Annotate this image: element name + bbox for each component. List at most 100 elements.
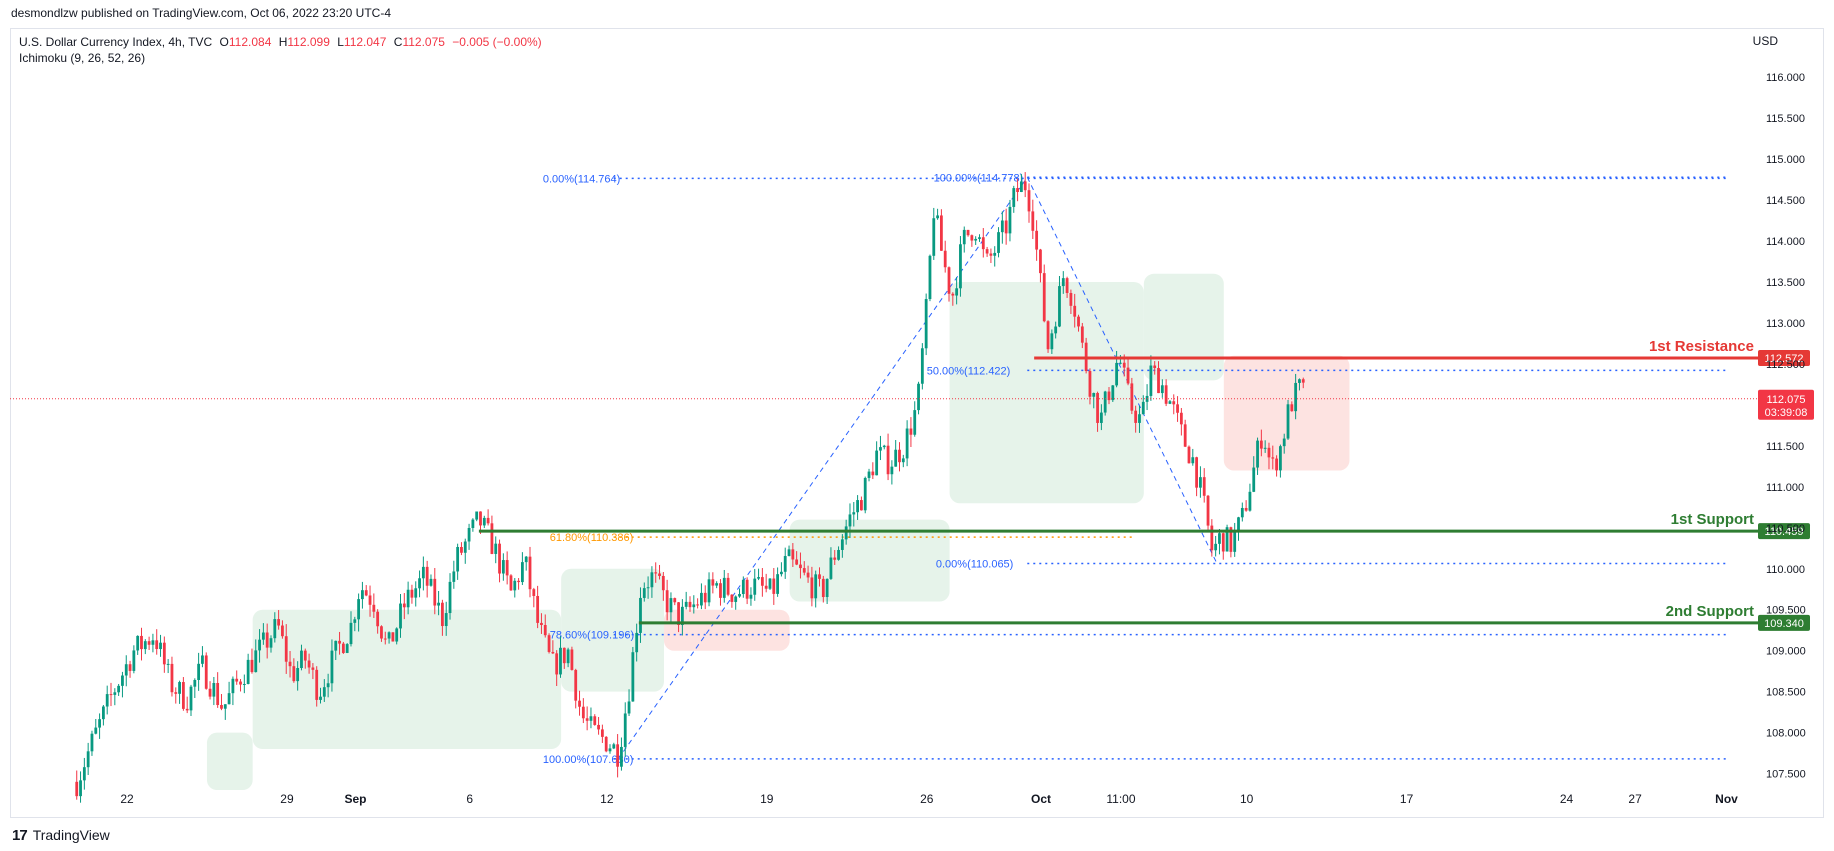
candle: [1225, 524, 1229, 552]
candle-body: [1164, 385, 1168, 404]
publisher-line: desmondlzw published on TradingView.com,…: [11, 6, 391, 20]
candle-body: [604, 736, 608, 752]
candle-body: [882, 445, 886, 448]
candle: [901, 454, 905, 468]
candle: [1107, 387, 1111, 405]
candle: [288, 651, 292, 678]
candle: [680, 599, 684, 636]
candle-body: [974, 238, 978, 241]
time-tick-label: 22: [120, 792, 134, 806]
candle: [1248, 483, 1252, 512]
candle-body: [1138, 414, 1141, 423]
level-label[interactable]: 1st Resistance: [1649, 338, 1754, 355]
candle: [463, 538, 467, 564]
candle: [1046, 320, 1050, 353]
candle: [1157, 361, 1160, 394]
candle: [719, 579, 722, 606]
candle-body: [421, 566, 425, 579]
candle-body: [840, 539, 844, 550]
candle-body: [482, 517, 486, 526]
candle: [395, 627, 399, 645]
candle: [673, 597, 677, 606]
candle: [1301, 377, 1305, 389]
candle-body: [307, 660, 311, 668]
candle: [1035, 220, 1039, 261]
candle-body: [833, 557, 837, 560]
candle: [920, 343, 924, 390]
candle: [421, 556, 425, 591]
candle: [1096, 391, 1099, 432]
candle: [1054, 321, 1058, 339]
candle-body: [140, 635, 143, 650]
level-label[interactable]: 2nd Support: [1666, 603, 1754, 620]
level-price-tag[interactable]: 112.572: [1758, 350, 1810, 367]
support-resistance-levels[interactable]: 1st Resistance 112.572 1st Support 110.459 2…: [10, 338, 1810, 631]
candle: [475, 511, 479, 522]
candle: [780, 562, 783, 577]
level-label[interactable]: 1st Support: [1671, 511, 1754, 528]
fib-level-label: 50.00%(112.422): [927, 365, 1011, 377]
candle: [905, 420, 909, 467]
candle: [181, 677, 185, 711]
candle-body: [932, 218, 936, 256]
candle: [501, 553, 505, 581]
candle-body: [475, 511, 479, 520]
candle: [1298, 378, 1301, 391]
candle-body: [216, 682, 220, 706]
candle-body: [1126, 367, 1130, 384]
candle: [722, 569, 726, 603]
tradingview-footer[interactable]: 17 TradingView: [12, 824, 110, 846]
candle-body: [486, 517, 490, 524]
candle-body: [520, 562, 524, 583]
candle-body: [696, 604, 700, 606]
candle: [349, 611, 353, 647]
candle: [837, 546, 840, 561]
candle-body: [997, 232, 1000, 253]
candle-body: [719, 583, 722, 598]
candle: [486, 509, 490, 526]
candle: [562, 647, 566, 669]
candle-body: [692, 604, 696, 608]
candle-body: [860, 500, 863, 511]
time-axis[interactable]: 22 29 Sep 6 12 19 26 Oct 11:00 10 17 24 27 Nov: [120, 792, 1738, 806]
candle-body: [387, 632, 391, 639]
symbol-name[interactable]: U.S. Dollar Currency Index, 4h, TVC: [19, 35, 213, 49]
indicator-name[interactable]: Ichimoku (9, 26, 52, 26): [19, 51, 146, 65]
candle-body: [852, 512, 856, 515]
candle-body: [1065, 278, 1069, 293]
candle: [726, 572, 730, 597]
candle-body: [1195, 457, 1199, 488]
candle: [441, 599, 444, 636]
level-price-tag[interactable]: 109.340: [1758, 614, 1810, 631]
candle-body: [1088, 371, 1092, 397]
candle-body: [471, 519, 475, 528]
candle-body: [612, 744, 616, 749]
candle: [772, 568, 776, 605]
candle: [166, 659, 170, 674]
candle: [90, 730, 94, 756]
candle: [559, 636, 562, 678]
candle-body: [1301, 379, 1305, 383]
candle: [368, 585, 372, 617]
candle-body: [494, 543, 498, 554]
candle-body: [391, 632, 395, 642]
candle-body: [479, 511, 482, 526]
candle-body: [947, 267, 951, 294]
candle-body: [86, 751, 90, 768]
candle: [1172, 394, 1176, 415]
candle: [730, 594, 734, 608]
candle-body: [875, 450, 879, 476]
candle: [132, 645, 136, 674]
candle: [764, 573, 768, 593]
candle-body: [136, 635, 140, 651]
candle-body: [905, 428, 909, 459]
level-price-tag[interactable]: 110.459: [1758, 523, 1810, 540]
price-axis[interactable]: 107.500 108.000 108.500 109.000 109.500 110.0…: [1758, 72, 1814, 781]
candle: [1141, 395, 1145, 415]
candle: [448, 573, 452, 620]
candle-body: [239, 681, 242, 685]
candle: [551, 640, 555, 655]
candle-body: [795, 559, 799, 565]
